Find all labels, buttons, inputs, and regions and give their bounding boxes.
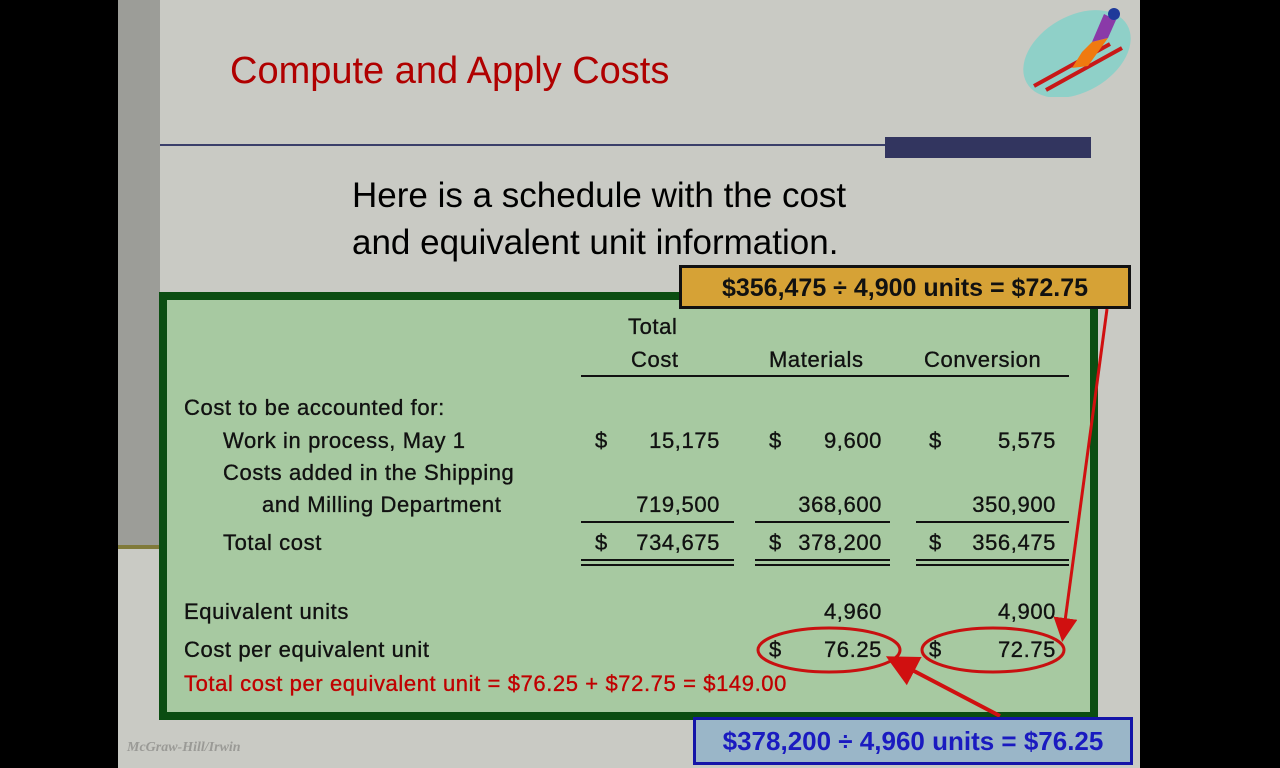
arrow-conversion [1053,308,1109,642]
materials-callout: $378,200 ÷ 4,960 units = $76.25 [693,717,1133,765]
ski-jumper-icon [1023,8,1131,97]
subtotal-line [755,521,890,523]
subtitle-line: Here is a schedule with the cost [352,176,847,215]
dollar-sign: $ [595,530,608,555]
cell-conversion: 72.75 [997,637,1056,662]
row-label: Costs added in the Shipping [223,460,515,485]
row-label: Work in process, May 1 [223,428,466,453]
cell-materials: 76.25 [823,637,882,662]
cell-total: 15,175 [649,428,720,453]
row-label: Cost per equivalent unit [184,637,430,662]
total-double-line [755,559,890,561]
header-total: Total [628,314,678,339]
dollar-sign: $ [769,530,782,555]
cell-materials: 4,960 [823,599,882,624]
header-cost: Cost [631,347,679,372]
section-label: Cost to be accounted for: [184,395,445,420]
cost-schedule-panel [159,292,1098,720]
dollar-sign: $ [929,637,942,662]
total-double-line [916,564,1069,566]
cell-conversion: 356,475 [972,530,1056,555]
title-bar-accent [885,137,1091,158]
header-materials: Materials [769,347,864,372]
cell-materials: 9,600 [823,428,882,453]
total-double-line [581,564,734,566]
row-label: Equivalent units [184,599,349,624]
total-double-line [916,559,1069,561]
total-double-line [755,564,890,566]
cell-total: 734,675 [636,530,720,555]
cell-conversion: 5,575 [997,428,1056,453]
header-underline [581,375,1069,377]
cell-total: 719,500 [636,492,720,517]
dollar-sign: $ [769,428,782,453]
slide-subtitle: Here is a schedule with the cost and equ… [352,172,846,266]
arrow-materials [885,656,1001,718]
left-accent-strip [118,0,160,546]
cell-materials: 378,200 [798,530,882,555]
publisher-footer: McGraw-Hill/Irwin [127,740,241,755]
dollar-sign: $ [929,530,942,555]
subtotal-line [581,521,734,523]
cell-conversion: 350,900 [972,492,1056,517]
row-label: Total cost [223,530,322,555]
conversion-callout: $356,475 ÷ 4,900 units = $72.75 [679,265,1131,309]
header-conversion: Conversion [924,347,1042,372]
dollar-sign: $ [595,428,608,453]
total-cost-per-unit: Total cost per equivalent unit = $76.25 … [184,671,787,696]
dollar-sign: $ [769,637,782,662]
dollar-sign: $ [929,428,942,453]
total-double-line [581,559,734,561]
slide-title: Compute and Apply Costs [230,50,670,92]
subtitle-line: and equivalent unit information. [352,223,839,262]
title-rule [160,144,890,146]
highlight-ellipse-materials [756,626,902,674]
row-label: and Milling Department [262,492,502,517]
accent-line [118,545,160,549]
highlight-ellipse-conversion [920,626,1066,674]
cell-conversion: 4,900 [997,599,1056,624]
subtotal-line [916,521,1069,523]
cell-materials: 368,600 [798,492,882,517]
